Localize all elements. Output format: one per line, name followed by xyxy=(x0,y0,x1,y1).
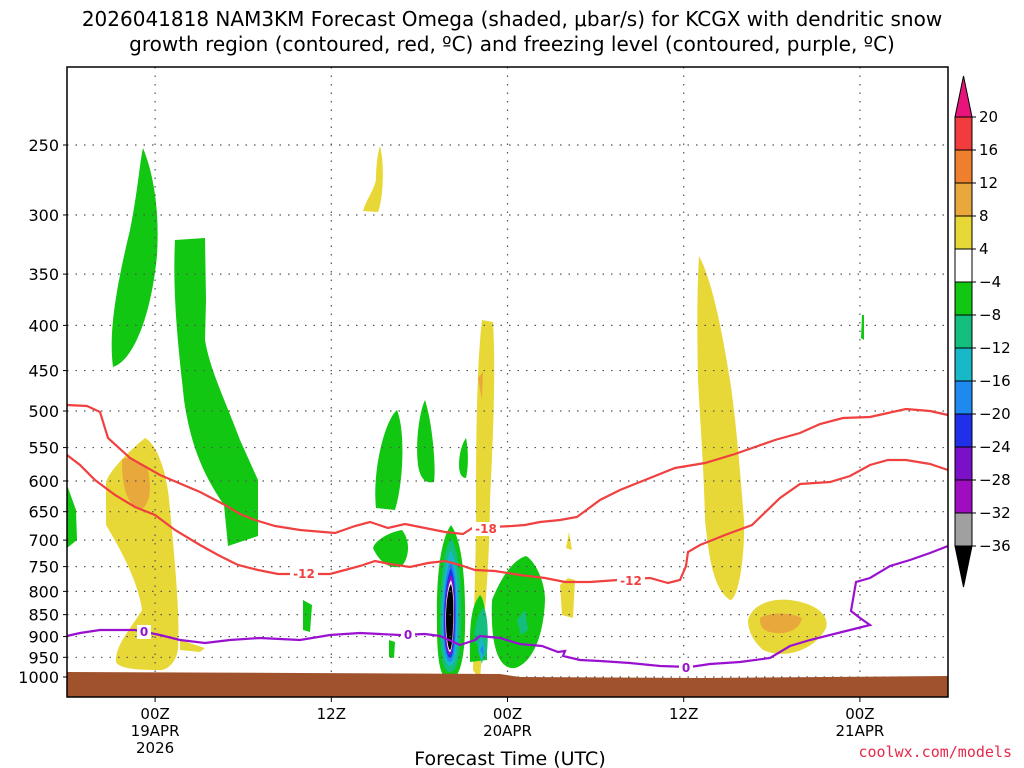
y-tick-label: 650 xyxy=(28,503,59,522)
x-tick-label: 2026 xyxy=(136,739,174,757)
omega-ascent-region xyxy=(459,438,468,478)
omega-descent-region xyxy=(560,578,575,618)
y-tick-label: 300 xyxy=(28,206,59,225)
omega-descent-region xyxy=(478,372,483,400)
x-tick-label: 00Z xyxy=(845,705,874,723)
omega-descent-region xyxy=(473,320,495,680)
colorbar-swatch xyxy=(954,413,973,448)
y-tick-label: 250 xyxy=(28,136,59,155)
y-tick-label: 600 xyxy=(28,472,59,491)
x-tick-label: 21APR xyxy=(835,722,884,740)
colorbar-swatch xyxy=(954,182,973,217)
chart-title-line2: growth region (contoured, red, ºC) and f… xyxy=(129,32,895,56)
grid-lines xyxy=(67,67,948,697)
omega-ascent-region xyxy=(517,610,528,635)
omega-ascent-region xyxy=(417,400,435,483)
colorbar-swatch xyxy=(954,314,973,349)
colorbar-swatch xyxy=(954,75,973,118)
y-tick-label: 500 xyxy=(28,402,59,421)
colorbar-swatch xyxy=(954,215,973,250)
colorbar-swatch xyxy=(954,149,973,184)
omega-ascent-region xyxy=(373,530,408,568)
y-tick-label: 800 xyxy=(28,582,59,601)
omega-descent-region xyxy=(122,458,150,510)
colorbar-swatch xyxy=(954,116,973,151)
x-axis-label: Forecast Time (UTC) xyxy=(414,748,605,768)
contour-label-minus12: -12 xyxy=(620,574,642,588)
y-tick-label: 750 xyxy=(28,558,59,577)
omega-ascent-region xyxy=(480,645,484,656)
x-tick-label: 19APR xyxy=(131,722,180,740)
y-tick-label: 700 xyxy=(28,531,59,550)
y-tick-label: 1000 xyxy=(18,668,59,687)
colorbar-label: −28 xyxy=(979,471,1011,489)
omega-ascent-core xyxy=(446,584,454,650)
y-tick-label: 450 xyxy=(28,362,59,381)
omega-descent-region xyxy=(760,613,802,634)
colorbar-label: 16 xyxy=(979,141,998,159)
colorbar-label: −16 xyxy=(979,372,1011,390)
omega-descent-region xyxy=(106,438,179,670)
omega-ascent-region xyxy=(389,640,395,658)
omega-ascent-region xyxy=(111,148,158,367)
x-tick-label: 12Z xyxy=(669,705,698,723)
y-tick-label: 350 xyxy=(28,265,59,284)
contour-label-zero: 0 xyxy=(682,661,690,675)
omega-ascent-region xyxy=(303,600,312,632)
contour-label-zero: 0 xyxy=(140,625,148,639)
omega-ascent-region xyxy=(174,238,258,546)
colorbar-label: 20 xyxy=(979,108,998,126)
colorbar-label: −20 xyxy=(979,405,1011,423)
colorbar-swatch xyxy=(954,281,973,316)
colorbar-swatch xyxy=(954,446,973,481)
colorbar-label: −8 xyxy=(979,306,1001,324)
contour-label-minus12: -12 xyxy=(293,567,315,581)
omega-descent-region xyxy=(363,146,383,212)
y-tick-label: 950 xyxy=(28,648,59,667)
y-tick-label: 850 xyxy=(28,606,59,625)
omega-descent-region xyxy=(180,640,205,652)
colorbar-label: −24 xyxy=(979,438,1011,456)
y-tick-label: 400 xyxy=(28,316,59,335)
colorbar-label: 12 xyxy=(979,174,998,192)
colorbar-swatch xyxy=(954,512,973,547)
contour-label-minus18: -18 xyxy=(475,522,497,536)
omega-ascent-region xyxy=(861,315,864,340)
colorbar-swatch xyxy=(954,380,973,415)
colorbar-label: −36 xyxy=(979,537,1011,555)
x-tick-label: 00Z xyxy=(140,705,169,723)
colorbar-swatch xyxy=(954,347,973,382)
y-axis: 250 300 350 400 450 500 550 600 650 700 750 800 850 9… xyxy=(18,136,67,687)
colorbar-label: −12 xyxy=(979,339,1011,357)
chart-title-line1: 2026041818 NAM3KM Forecast Omega (shaded… xyxy=(82,7,942,31)
omega-ascent-region xyxy=(67,485,77,548)
omega-ascent-region xyxy=(375,410,403,510)
colorbar-label: −32 xyxy=(979,504,1011,522)
colorbar-swatch xyxy=(954,479,973,514)
colorbar-swatch xyxy=(954,248,973,283)
isotherm-minus12-line xyxy=(66,454,949,585)
colorbar-label: 8 xyxy=(979,207,989,225)
colorbar-label: 4 xyxy=(979,240,989,258)
ground xyxy=(67,672,948,697)
x-tick-label: 12Z xyxy=(317,705,346,723)
contour-label-zero: 0 xyxy=(404,628,412,642)
contour-labels: -12 -12 -18 0 0 0 xyxy=(137,522,693,675)
omega-descent-region xyxy=(566,532,572,550)
colorbar-label: −4 xyxy=(979,273,1001,291)
colorbar-swatch xyxy=(954,545,973,588)
colorbar: 20 16 12 8 4 −4 −8 −12 −16 −20 −24 −28 −32 −36 xyxy=(954,75,1011,588)
y-tick-label: 900 xyxy=(28,628,59,647)
omega-descent-region xyxy=(697,256,745,600)
x-tick-label: 00Z xyxy=(493,705,522,723)
credit-text: coolwx.com/models xyxy=(858,743,1012,761)
freezing-level-line xyxy=(66,544,949,669)
x-tick-label: 20APR xyxy=(483,722,532,740)
y-tick-label: 550 xyxy=(28,439,59,458)
